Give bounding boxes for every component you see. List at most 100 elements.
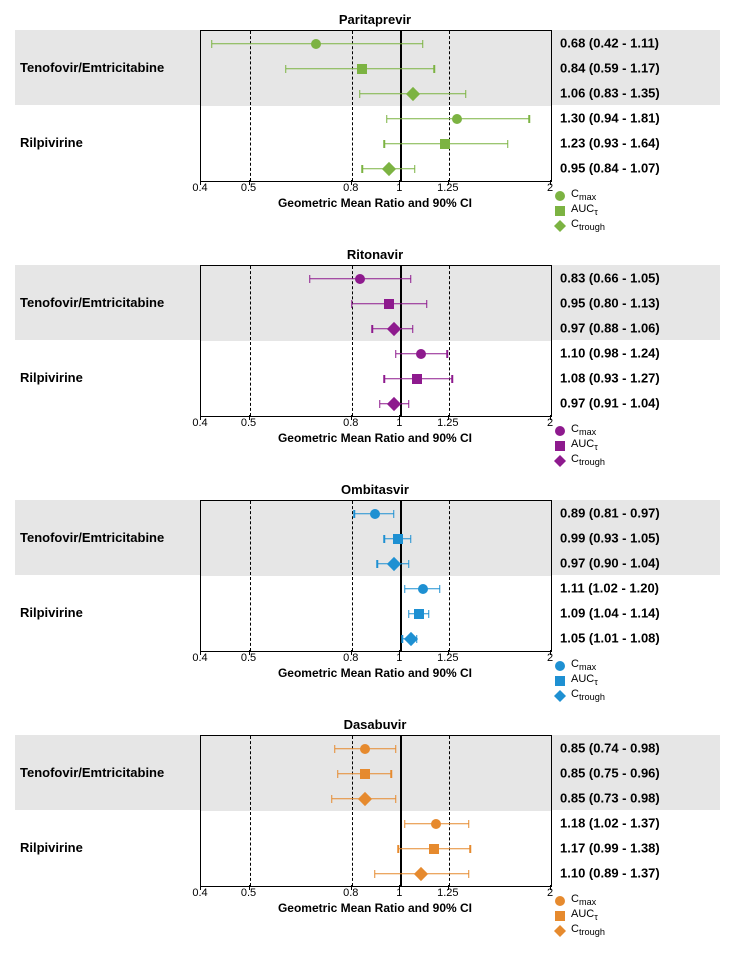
- point-marker: [384, 299, 394, 309]
- ref-line: [551, 31, 552, 181]
- ci-cap: [414, 165, 416, 173]
- estimate-label: 0.83 (0.66 - 1.05): [560, 270, 720, 285]
- ref-line: [250, 266, 251, 416]
- diamond-icon: [554, 689, 566, 701]
- panel-title: Dasabuvir: [200, 717, 550, 732]
- ci-cap: [404, 820, 406, 828]
- x-axis-label: Geometric Mean Ratio and 90% CI: [200, 431, 550, 445]
- legend: CmaxAUCτCtrough: [555, 423, 605, 468]
- ref-line: [551, 266, 552, 416]
- ci-cap: [422, 40, 424, 48]
- ci-cap: [386, 115, 388, 123]
- x-tick: [200, 415, 201, 420]
- plot-area: [200, 500, 552, 652]
- x-tick: [351, 180, 352, 185]
- legend-text: Cmax: [571, 188, 596, 202]
- x-tick: [249, 885, 250, 890]
- square-icon: [555, 676, 565, 686]
- ci-cap: [412, 325, 414, 333]
- legend-item: Cmax: [555, 188, 605, 203]
- point-marker: [412, 374, 422, 384]
- estimate-label: 1.06 (0.83 - 1.35): [560, 85, 720, 100]
- group-label: Tenofovir/Emtricitabine: [10, 60, 205, 75]
- group-label: Rilpivirine: [10, 370, 205, 385]
- group-label: Tenofovir/Emtricitabine: [10, 530, 205, 545]
- estimate-label: 0.84 (0.59 - 1.17): [560, 60, 720, 75]
- ref-line: [352, 31, 353, 181]
- ci-cap: [374, 870, 376, 878]
- ci-cap: [391, 770, 393, 778]
- ci-cap: [410, 275, 412, 283]
- ref-line: [449, 31, 450, 181]
- panel-title: Paritaprevir: [200, 12, 550, 27]
- ci-cap: [395, 350, 397, 358]
- ci-cap: [410, 535, 412, 543]
- estimate-label: 0.85 (0.74 - 0.98): [560, 740, 720, 755]
- x-axis-label: Geometric Mean Ratio and 90% CI: [200, 666, 550, 680]
- x-tick: [249, 415, 250, 420]
- ref-line: [449, 736, 450, 886]
- legend: CmaxAUCτCtrough: [555, 188, 605, 233]
- ci-cap: [408, 400, 410, 408]
- ci-cap: [377, 560, 379, 568]
- ci-cap: [384, 140, 386, 148]
- x-tick: [200, 180, 201, 185]
- circle-icon: [555, 896, 565, 906]
- point-marker: [370, 509, 380, 519]
- estimate-label: 1.10 (0.98 - 1.24): [560, 345, 720, 360]
- estimate-label: 1.05 (1.01 - 1.08): [560, 630, 720, 645]
- estimate-label: 0.97 (0.91 - 1.04): [560, 395, 720, 410]
- x-tick: [249, 180, 250, 185]
- point-marker: [414, 609, 424, 619]
- estimate-label: 1.23 (0.93 - 1.64): [560, 135, 720, 150]
- ci-cap: [470, 845, 472, 853]
- ci-cap: [331, 795, 333, 803]
- ref-line: [449, 266, 450, 416]
- estimate-label: 1.18 (1.02 - 1.37): [560, 815, 720, 830]
- estimate-label: 0.97 (0.88 - 1.06): [560, 320, 720, 335]
- estimate-label: 1.10 (0.89 - 1.37): [560, 865, 720, 880]
- point-marker: [429, 844, 439, 854]
- x-tick: [200, 650, 201, 655]
- ci-cap: [529, 115, 531, 123]
- ci-cap: [372, 325, 374, 333]
- ci-cap: [393, 510, 395, 518]
- ci-cap: [465, 90, 467, 98]
- legend-text: Cmax: [571, 658, 596, 672]
- ci-cap: [468, 870, 470, 878]
- forest-panel: Paritaprevir0.68 (0.42 - 1.11)0.84 (0.59…: [10, 10, 720, 230]
- group-label: Rilpivirine: [10, 135, 205, 150]
- legend: CmaxAUCτCtrough: [555, 893, 605, 938]
- legend-text: AUCτ: [571, 908, 598, 922]
- ci-cap: [446, 350, 448, 358]
- legend-item: Ctrough: [555, 688, 605, 703]
- point-marker: [416, 349, 426, 359]
- x-tick: [550, 885, 551, 890]
- ci-cap: [351, 300, 353, 308]
- legend-item: AUCτ: [555, 673, 605, 688]
- ci-cap: [379, 400, 381, 408]
- x-axis-label: Geometric Mean Ratio and 90% CI: [200, 196, 550, 210]
- estimate-label: 0.99 (0.93 - 1.05): [560, 530, 720, 545]
- estimate-label: 0.85 (0.73 - 0.98): [560, 790, 720, 805]
- forest-panel: Ritonavir0.83 (0.66 - 1.05)0.95 (0.80 - …: [10, 245, 720, 465]
- legend-text: AUCτ: [571, 673, 598, 687]
- x-tick: [399, 180, 400, 185]
- estimate-label: 1.08 (0.93 - 1.27): [560, 370, 720, 385]
- ref-line: [250, 501, 251, 651]
- ci-cap: [384, 535, 386, 543]
- legend-item: AUCτ: [555, 203, 605, 218]
- legend-text: Ctrough: [571, 453, 605, 467]
- legend: CmaxAUCτCtrough: [555, 658, 605, 703]
- plot-area: [200, 735, 552, 887]
- estimate-label: 0.85 (0.75 - 0.96): [560, 765, 720, 780]
- ref-line: [352, 736, 353, 886]
- x-tick: [351, 415, 352, 420]
- x-tick: [200, 885, 201, 890]
- legend-text: Ctrough: [571, 218, 605, 232]
- point-marker: [360, 744, 370, 754]
- point-marker: [393, 534, 403, 544]
- legend-item: Ctrough: [555, 218, 605, 233]
- ci-cap: [362, 165, 364, 173]
- panel-title: Ritonavir: [200, 247, 550, 262]
